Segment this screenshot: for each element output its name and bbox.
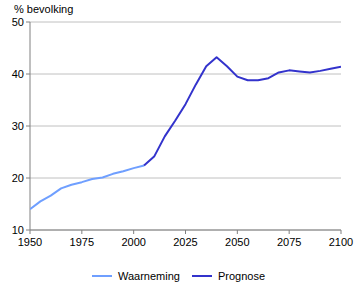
x-tick: [237, 230, 238, 234]
x-axis: [30, 230, 341, 231]
legend: Waarneming Prognose: [92, 270, 265, 282]
y-tick: [26, 126, 30, 127]
y-axis-label: % bevolking: [14, 3, 73, 15]
y-axis: [30, 22, 31, 230]
x-tick: [185, 230, 186, 234]
grid-line: [30, 74, 341, 75]
x-tick-label: 2000: [121, 236, 145, 248]
x-tick-label: 1975: [70, 236, 94, 248]
y-tick: [26, 230, 30, 231]
series-group: [30, 57, 341, 209]
x-tick-label: 2050: [225, 236, 249, 248]
x-tick: [133, 230, 134, 234]
legend-swatch: [92, 275, 112, 277]
series-line: [144, 57, 341, 165]
y-tick: [26, 74, 30, 75]
chart: 10 20 30 40 50 1950 1975 2000 2025 2050 2075 2100 % …: [0, 0, 356, 295]
legend-label: Prognose: [218, 270, 265, 282]
grid-line: [30, 230, 341, 231]
grid-line: [30, 178, 341, 179]
x-tick: [289, 230, 290, 234]
series-line: [30, 166, 144, 210]
x-tick-label: 1950: [18, 236, 42, 248]
x-tick: [341, 230, 342, 234]
grid-line: [30, 22, 341, 23]
y-tick-label: 50: [12, 16, 24, 28]
y-tick-label: 20: [12, 172, 24, 184]
plot-area: [30, 22, 341, 230]
legend-label: Waarneming: [118, 270, 180, 282]
y-tick-label: 40: [12, 68, 24, 80]
x-tick-label: 2025: [173, 236, 197, 248]
y-tick: [26, 22, 30, 23]
y-tick-label: 30: [12, 120, 24, 132]
legend-swatch: [192, 275, 212, 277]
y-tick-label: 10: [12, 224, 24, 236]
x-tick: [30, 230, 31, 234]
x-tick: [81, 230, 82, 234]
grid-line: [30, 126, 341, 127]
x-tick-label: 2100: [329, 236, 353, 248]
x-tick-label: 2075: [277, 236, 301, 248]
y-tick: [26, 178, 30, 179]
